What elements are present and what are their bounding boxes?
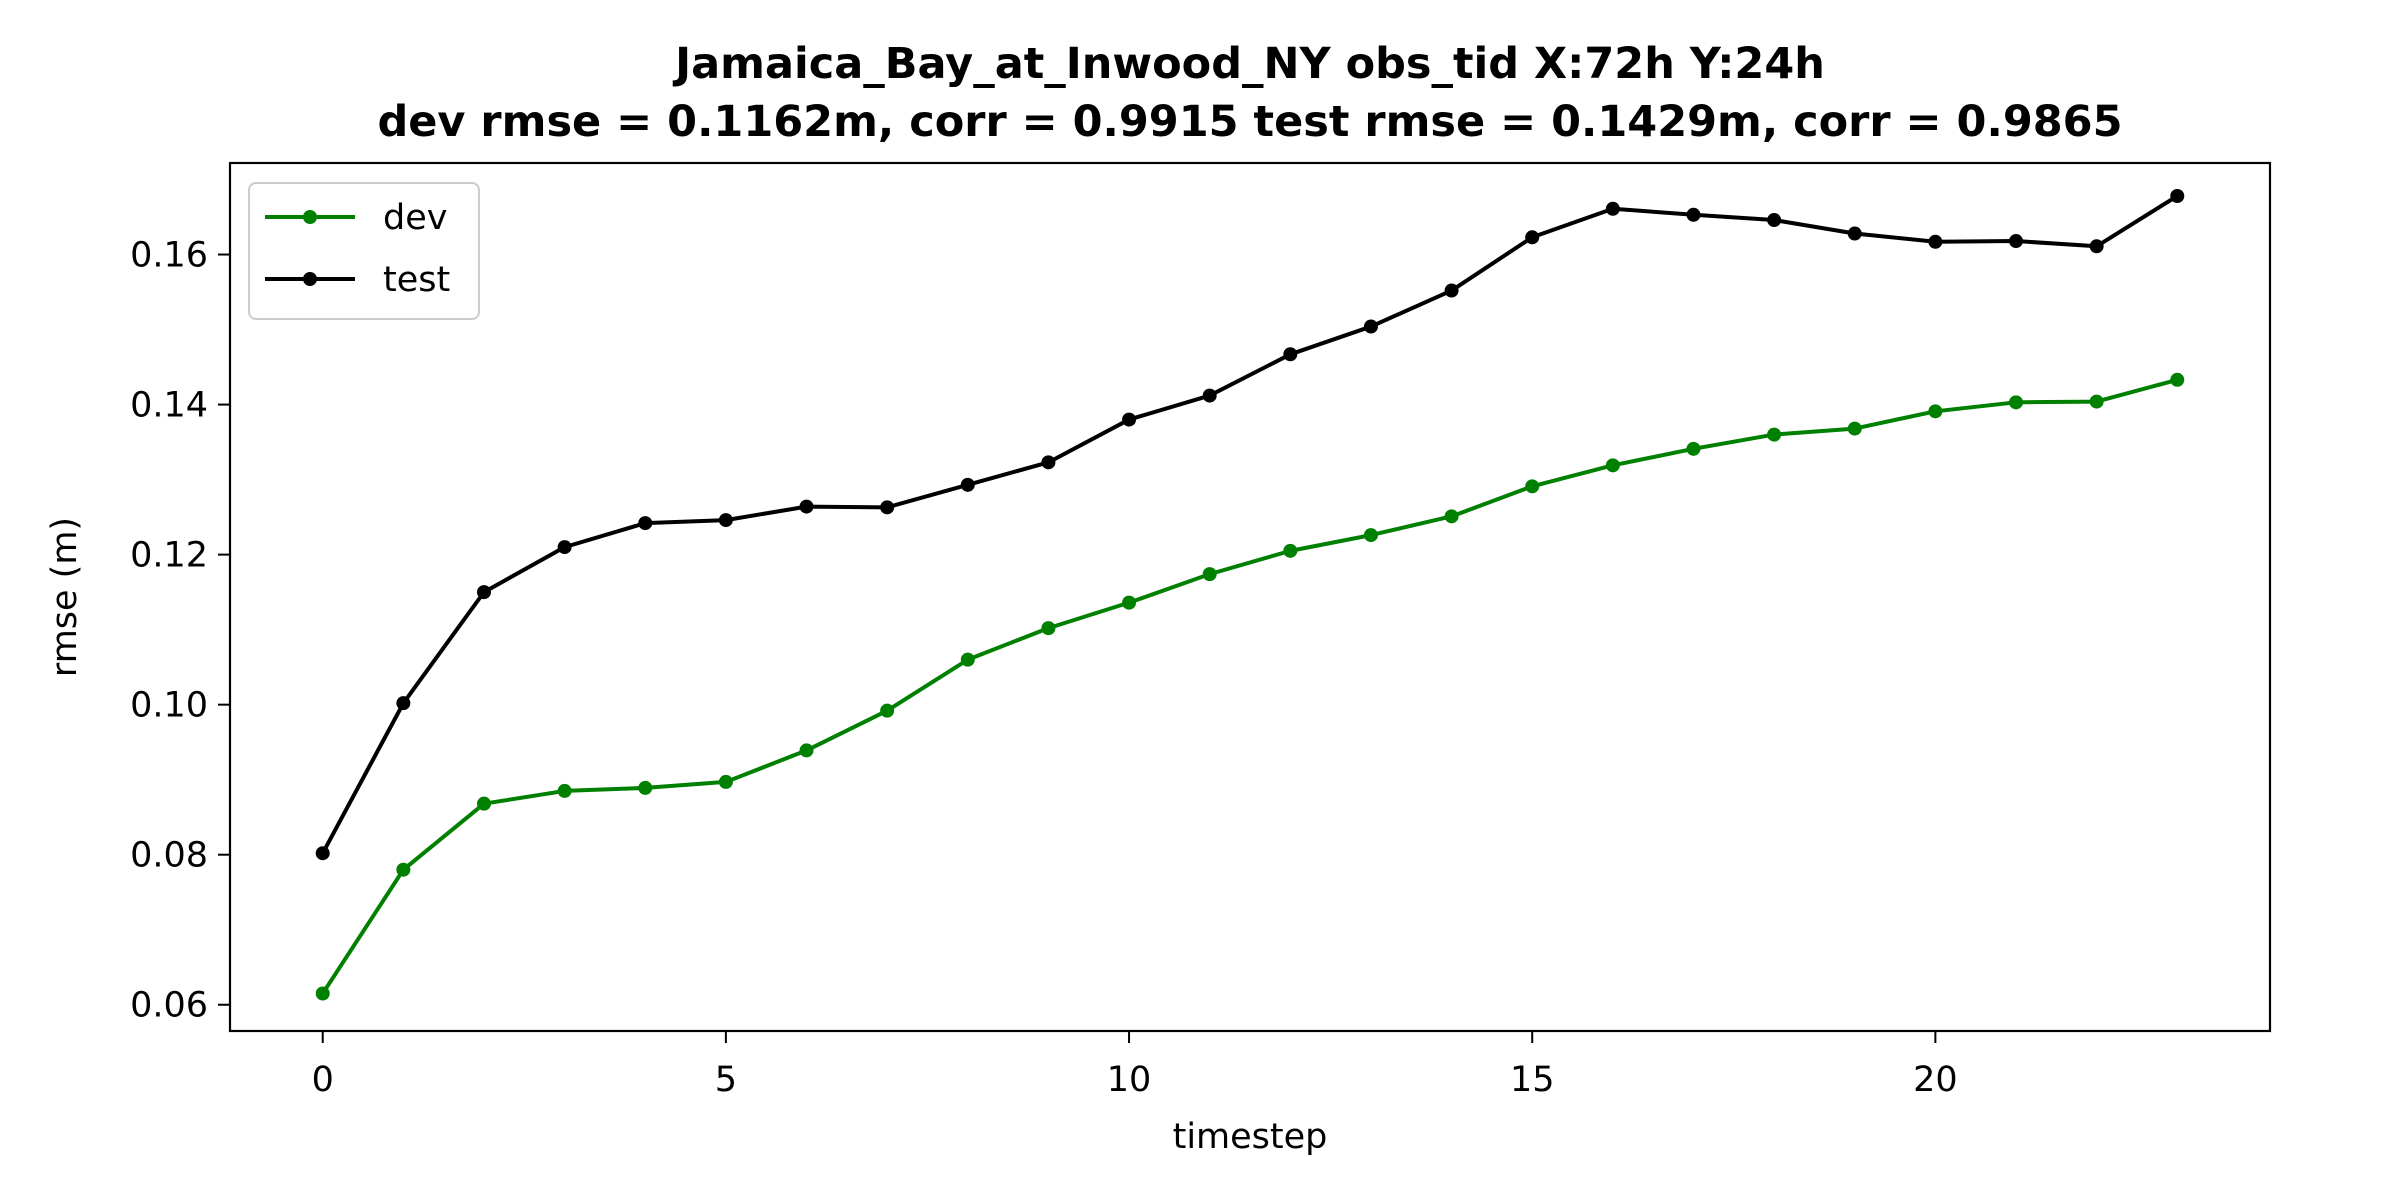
data-point-test bbox=[2009, 234, 2024, 249]
data-point-test bbox=[557, 540, 572, 555]
data-point-test bbox=[1444, 283, 1459, 298]
y-tick-label: 0.10 bbox=[130, 686, 208, 726]
data-point-dev bbox=[799, 743, 814, 758]
data-point-test bbox=[718, 513, 733, 528]
data-point-dev bbox=[2009, 395, 2024, 410]
data-point-test bbox=[1928, 234, 1943, 249]
y-tick-label: 0.12 bbox=[130, 536, 208, 576]
data-point-test bbox=[1686, 207, 1701, 222]
chart-title-line1: Jamaica_Bay_at_Inwood_NY obs_tid X:72h Y… bbox=[672, 39, 1825, 89]
series-line-dev bbox=[319, 377, 2180, 997]
axis-ticks: 0 5 10 15 20 0.06 0.08 0.10 0.12 0.14 0.16 bbox=[130, 236, 1958, 1100]
data-point-dev bbox=[1202, 567, 1217, 582]
x-tick-label: 0 bbox=[312, 1060, 334, 1100]
data-point-dev bbox=[2089, 394, 2104, 409]
x-tick-label: 10 bbox=[1107, 1060, 1152, 1100]
legend: dev test bbox=[248, 182, 480, 320]
data-point-dev bbox=[1363, 528, 1378, 543]
chart-title-line2: dev rmse = 0.1162m, corr = 0.9915 test r… bbox=[377, 97, 2122, 147]
x-tick-label: 5 bbox=[715, 1060, 737, 1100]
x-tick-label: 20 bbox=[1913, 1060, 1958, 1100]
data-point-dev bbox=[1928, 404, 1943, 419]
y-tick-label: 0.08 bbox=[130, 836, 208, 876]
y-tick-label: 0.14 bbox=[130, 386, 208, 426]
data-point-dev bbox=[476, 796, 491, 811]
data-point-test bbox=[799, 499, 814, 514]
data-point-dev bbox=[1605, 458, 1620, 473]
y-tick-label: 0.16 bbox=[130, 236, 208, 276]
data-point-dev bbox=[1525, 479, 1540, 494]
data-point-test bbox=[1847, 226, 1862, 241]
plot-frame bbox=[228, 161, 2272, 1033]
legend-dev-marker bbox=[303, 210, 317, 224]
legend-test-label: test bbox=[383, 260, 450, 300]
data-point-test bbox=[1283, 347, 1298, 362]
data-point-dev bbox=[1767, 427, 1782, 442]
data-point-dev bbox=[638, 780, 653, 795]
data-point-test bbox=[476, 585, 491, 600]
data-point-test bbox=[2089, 239, 2104, 254]
y-tick-label: 0.06 bbox=[130, 986, 208, 1026]
data-point-test bbox=[1767, 213, 1782, 228]
data-point-dev bbox=[880, 703, 895, 718]
data-point-dev bbox=[1847, 421, 1862, 436]
legend-test-marker bbox=[303, 272, 317, 286]
data-point-test bbox=[1605, 201, 1620, 216]
data-point-dev bbox=[1444, 509, 1459, 524]
data-point-test bbox=[638, 516, 653, 531]
data-point-dev bbox=[315, 986, 330, 1001]
legend-dev-label: dev bbox=[383, 198, 447, 238]
data-point-dev bbox=[1041, 621, 1056, 636]
x-tick-label: 15 bbox=[1510, 1060, 1555, 1100]
data-point-test bbox=[1122, 412, 1137, 427]
data-point-test bbox=[960, 477, 975, 492]
x-axis-label: timestep bbox=[1173, 1117, 1328, 1157]
data-point-test bbox=[396, 696, 411, 711]
data-point-test bbox=[1202, 388, 1217, 403]
y-axis-label: rmse (m) bbox=[45, 517, 85, 677]
data-point-test bbox=[1363, 319, 1378, 334]
series-layer bbox=[315, 189, 2185, 1001]
data-point-dev bbox=[1122, 595, 1137, 610]
data-point-test bbox=[1041, 455, 1056, 470]
data-point-test bbox=[315, 846, 330, 861]
data-point-test bbox=[1525, 230, 1540, 245]
data-point-dev bbox=[718, 774, 733, 789]
data-point-test bbox=[2170, 189, 2185, 204]
data-point-dev bbox=[2170, 372, 2185, 387]
data-point-test bbox=[880, 500, 895, 515]
data-point-dev bbox=[396, 862, 411, 877]
data-point-dev bbox=[960, 652, 975, 667]
data-point-dev bbox=[1686, 441, 1701, 456]
series-line-test bbox=[320, 193, 2181, 856]
data-point-dev bbox=[1283, 543, 1298, 558]
data-point-dev bbox=[557, 783, 572, 798]
